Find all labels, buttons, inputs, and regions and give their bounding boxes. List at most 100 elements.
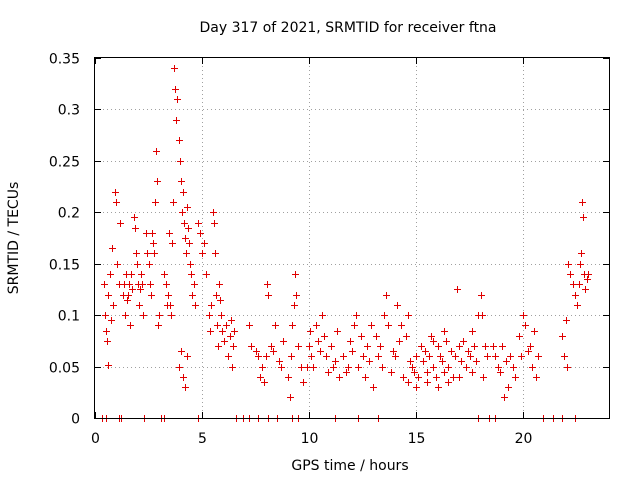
data-point — [101, 281, 108, 288]
data-point — [216, 281, 223, 288]
data-point — [114, 261, 121, 268]
data-point — [131, 214, 138, 221]
data-point — [424, 369, 431, 376]
y-tick-label: 0.15 — [49, 258, 80, 274]
data-point — [178, 178, 185, 185]
data-point — [577, 261, 584, 268]
data-point — [490, 343, 497, 350]
data-point — [293, 292, 300, 299]
data-point — [112, 189, 119, 196]
data-point — [210, 209, 217, 216]
data-point — [295, 343, 302, 350]
data-point — [409, 364, 416, 371]
data-point — [563, 317, 570, 324]
data-point — [214, 322, 221, 329]
data-point — [347, 338, 354, 345]
data-point — [349, 348, 356, 355]
data-point — [227, 333, 234, 340]
data-point — [572, 292, 579, 299]
data-point — [217, 297, 224, 304]
data-point — [479, 312, 486, 319]
data-point — [147, 281, 154, 288]
y-tick-labels: 0 0.05 0.1 0.15 0.2 0.25 0.3 0.35 — [49, 52, 80, 428]
data-point — [469, 369, 476, 376]
data-point — [185, 225, 192, 232]
data-point — [567, 271, 574, 278]
x-tick-label: 10 — [301, 431, 319, 447]
data-point — [172, 86, 179, 93]
data-point — [507, 353, 514, 360]
data-point — [103, 328, 110, 335]
x-tick-label: 5 — [198, 431, 207, 447]
data-point — [510, 364, 517, 371]
data-point — [454, 286, 461, 293]
data-point — [127, 322, 134, 329]
gridlines — [95, 58, 609, 418]
data-point — [368, 322, 375, 329]
data-point — [191, 281, 198, 288]
data-point — [180, 189, 187, 196]
data-point — [169, 240, 176, 247]
y-tick-label: 0 — [71, 412, 80, 428]
data-point — [392, 353, 399, 360]
data-point — [426, 353, 433, 360]
data-point — [360, 353, 367, 360]
data-point — [291, 302, 298, 309]
data-point — [450, 374, 457, 381]
data-point — [263, 353, 270, 360]
data-point — [473, 358, 480, 365]
data-point — [134, 261, 141, 268]
x-tick-label: 15 — [408, 431, 426, 447]
data-point — [181, 220, 188, 227]
axis-ticks — [95, 58, 609, 419]
data-point — [495, 364, 502, 371]
data-point — [218, 312, 225, 319]
data-point — [161, 271, 168, 278]
data-point — [435, 343, 442, 350]
data-point — [520, 312, 527, 319]
data-point — [522, 322, 529, 329]
data-point — [418, 343, 425, 350]
data-point — [456, 374, 463, 381]
data-point — [535, 353, 542, 360]
data-point — [366, 358, 373, 365]
data-point — [176, 137, 183, 144]
data-point — [471, 343, 478, 350]
data-point — [501, 394, 508, 401]
data-point — [139, 281, 146, 288]
y-tick-label: 0.3 — [58, 103, 80, 119]
y-tick-label: 0.35 — [49, 52, 80, 68]
data-point — [167, 302, 174, 309]
data-point — [317, 348, 324, 355]
data-point — [109, 245, 116, 252]
data-point — [582, 286, 589, 293]
data-point — [138, 271, 145, 278]
data-point — [441, 369, 448, 376]
data-point — [257, 374, 264, 381]
data-point — [529, 364, 536, 371]
data-point — [156, 312, 163, 319]
data-point — [413, 384, 420, 391]
data-points — [99, 65, 592, 422]
data-point — [415, 374, 422, 381]
data-point — [585, 271, 592, 278]
data-point — [306, 343, 313, 350]
data-point — [108, 317, 115, 324]
data-point — [255, 353, 262, 360]
data-point — [146, 261, 153, 268]
data-point — [396, 338, 403, 345]
data-point — [192, 302, 199, 309]
data-point — [187, 261, 194, 268]
data-point — [117, 220, 124, 227]
data-point — [420, 358, 427, 365]
data-point — [104, 338, 111, 345]
data-point — [362, 374, 369, 381]
data-point — [424, 379, 431, 386]
data-point — [565, 261, 572, 268]
data-point — [128, 271, 135, 278]
data-point — [390, 348, 397, 355]
data-point — [143, 230, 150, 237]
data-point — [229, 364, 236, 371]
data-point — [136, 302, 143, 309]
